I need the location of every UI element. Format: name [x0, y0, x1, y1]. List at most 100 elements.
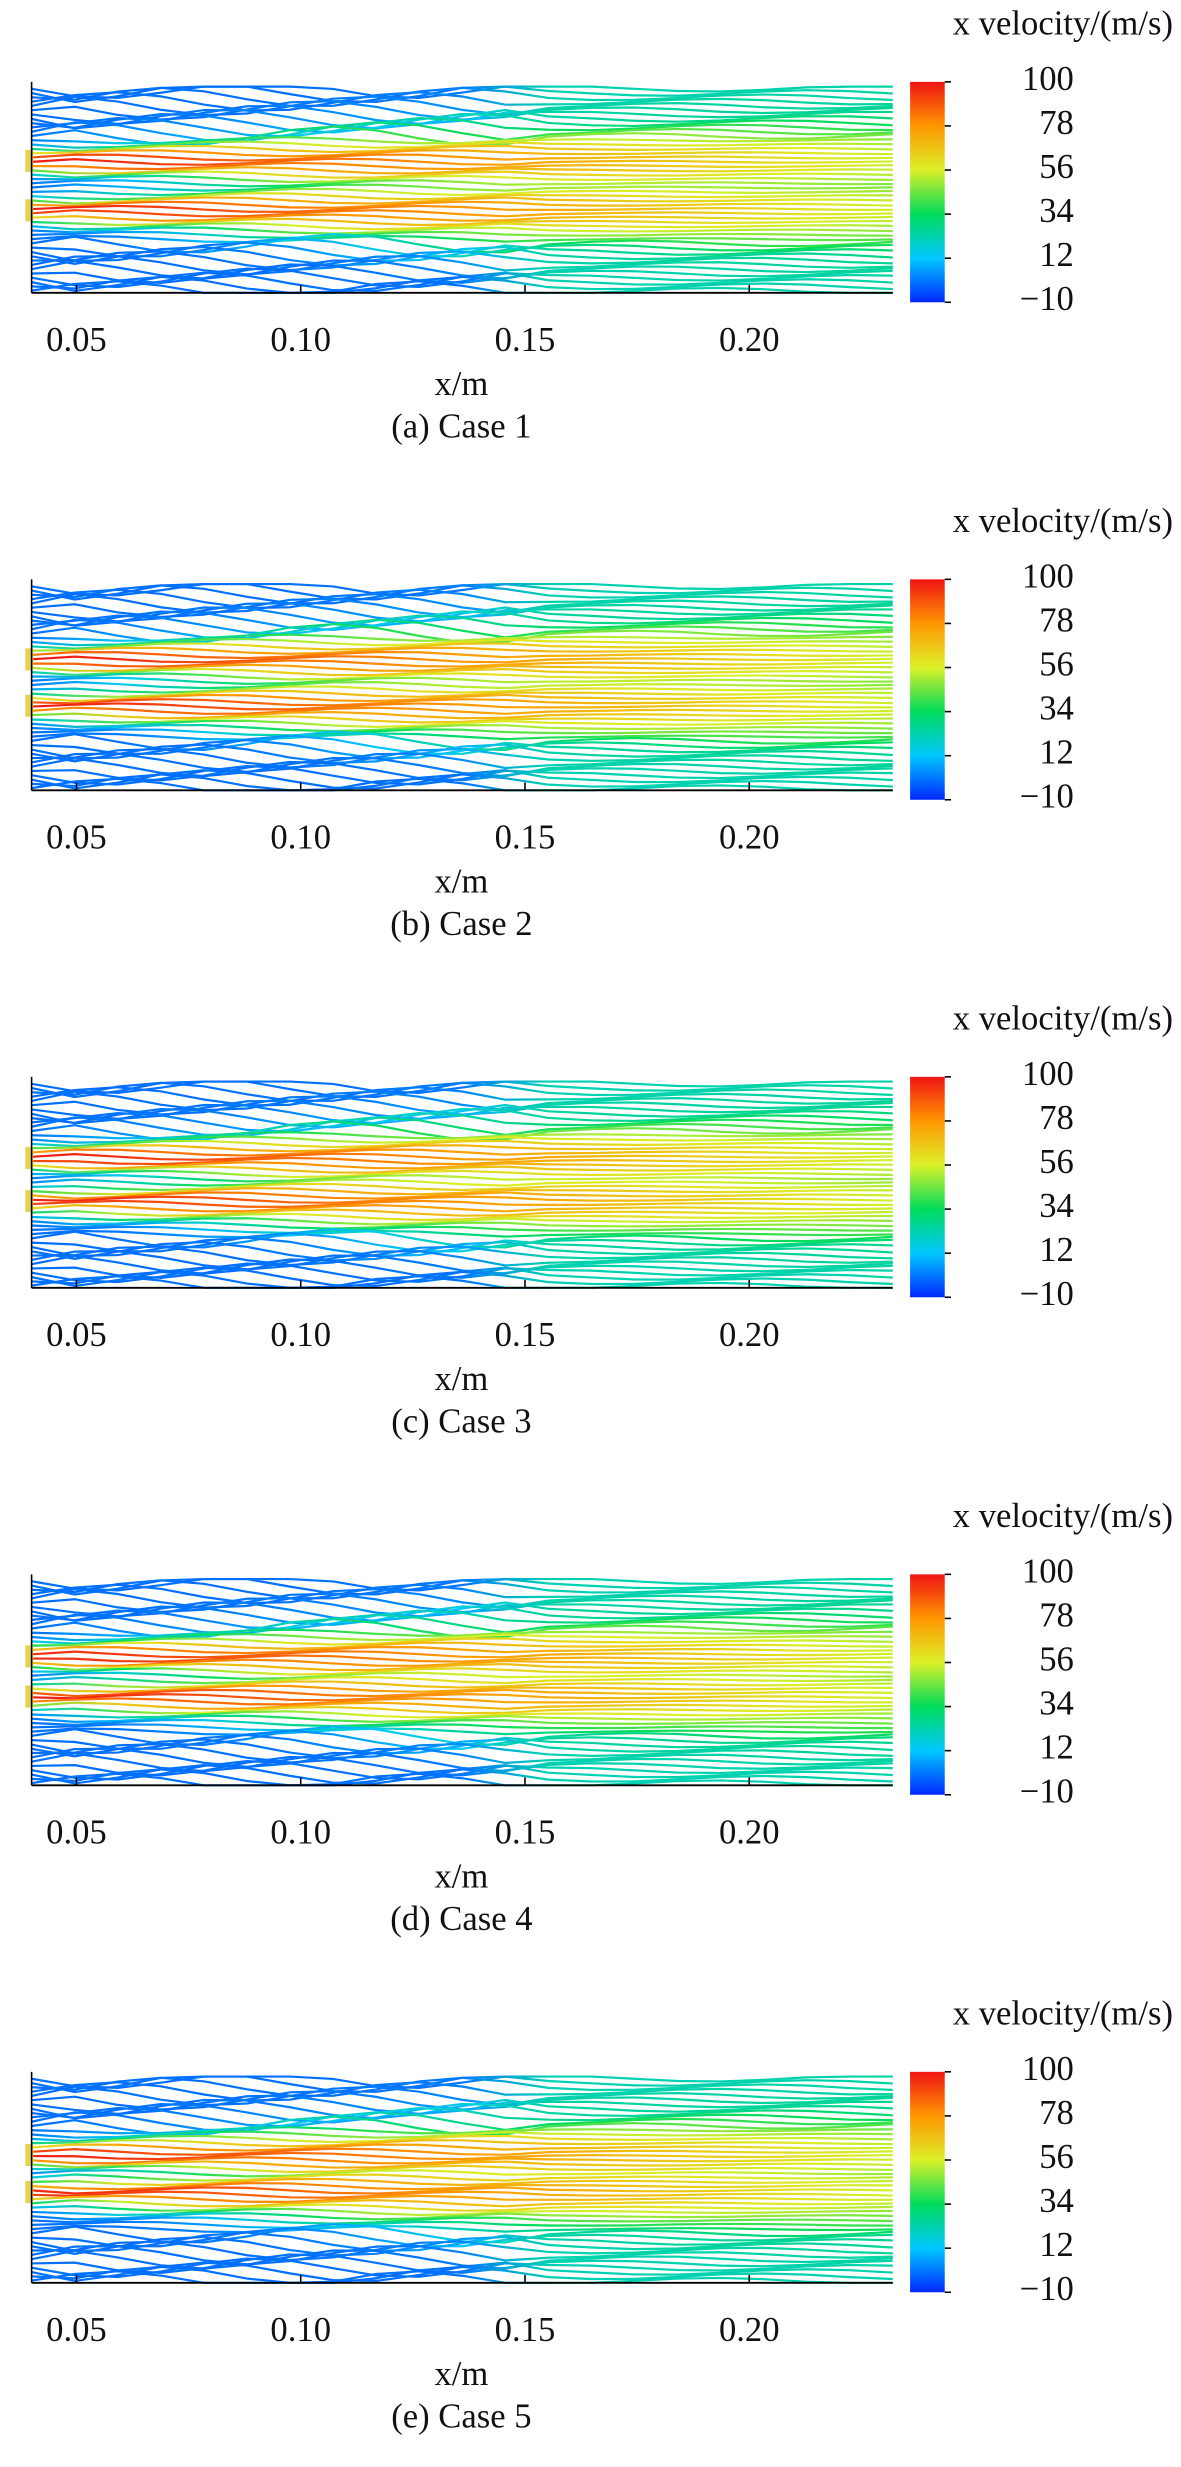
streamline	[31, 2160, 893, 2169]
colorbar	[910, 1076, 945, 1298]
colorbar-tick-label: 78	[1039, 601, 1074, 639]
inlet	[25, 1146, 34, 1169]
streamline	[31, 1738, 893, 1760]
colorbar-title: x velocity/(m/s)	[953, 1000, 1173, 1038]
streamline	[31, 2125, 893, 2135]
streamline	[31, 1086, 893, 1107]
streamline	[31, 2203, 893, 2212]
streamline	[31, 752, 893, 774]
streamline	[31, 2139, 893, 2148]
streamline	[31, 2151, 893, 2161]
colorbar-tick-label: 34	[1039, 1187, 1074, 1225]
streamline	[31, 275, 893, 294]
streamline	[31, 1667, 893, 1676]
streamline	[31, 174, 893, 184]
streamline	[31, 2169, 893, 2178]
colorbar-tick-label: 100	[1022, 2050, 1074, 2088]
streamline	[31, 149, 893, 158]
streamline	[31, 1258, 893, 1280]
streamline	[31, 2265, 893, 2284]
caption: (e) Case 5	[391, 2398, 531, 2436]
x-tick-label: 0.15	[495, 321, 556, 359]
streamline	[31, 642, 893, 651]
caption: (d) Case 4	[390, 1900, 532, 1938]
panel: x velocity/(m/s) 0.05 0.10 0.15 0.20 x/m (e) C…	[25, 1995, 1173, 2436]
streamline	[31, 1217, 893, 1226]
streamline	[31, 1688, 893, 1698]
streamline	[31, 1701, 893, 1710]
streamline	[31, 1221, 893, 1230]
streamline	[31, 1187, 893, 1196]
streamline	[31, 2156, 893, 2165]
x-axis-label: x/m	[434, 863, 488, 901]
streamline	[31, 760, 893, 782]
streamline	[31, 2075, 893, 2090]
streamline	[31, 706, 893, 715]
streamline	[31, 1675, 893, 1685]
streamline	[31, 196, 893, 205]
streamline	[31, 593, 893, 614]
streamline	[31, 2199, 893, 2208]
colorbar-tick-label: 56	[1039, 1640, 1074, 1678]
streamline	[31, 1148, 893, 1157]
streamline	[31, 2240, 893, 2262]
streamline	[31, 166, 893, 175]
x-axis-label: x/m	[434, 1858, 488, 1896]
streamline	[31, 1178, 893, 1187]
x-tick-label: 0.20	[719, 1316, 780, 1354]
streamline	[31, 255, 893, 276]
streamline	[31, 161, 893, 171]
streamline	[31, 1680, 893, 1689]
streamline	[31, 1650, 893, 1659]
streamline	[31, 743, 893, 765]
streamline	[31, 121, 893, 142]
streamline	[31, 1637, 893, 1646]
streamline	[31, 1081, 893, 1102]
streamline	[31, 1208, 893, 1217]
streamline	[31, 2147, 893, 2156]
streamline	[31, 1755, 893, 1777]
x-axis-label: x/m	[434, 1360, 488, 1398]
streamline	[31, 747, 893, 769]
streamline	[31, 1144, 893, 1153]
x-tick-label: 0.05	[46, 819, 107, 857]
inlet	[25, 648, 34, 671]
colorbar-tick-label: 100	[1022, 557, 1074, 595]
x-tick-label: 0.15	[495, 2311, 556, 2349]
streamline	[31, 200, 893, 209]
streamline	[31, 689, 893, 698]
streamline	[31, 2245, 893, 2266]
colorbar-tick-label: 100	[1022, 1552, 1074, 1590]
streamline	[31, 1742, 893, 1764]
streamline	[31, 1191, 893, 1200]
streamline	[31, 1135, 893, 1144]
x-tick-label: 0.05	[46, 321, 107, 359]
streamline	[31, 610, 893, 632]
streamline	[31, 222, 893, 231]
streamline	[31, 1747, 893, 1768]
panel: x velocity/(m/s) 0.05 0.10 0.15 0.20 x/m (c) C…	[25, 1000, 1173, 1441]
colorbar-tick-label: 78	[1039, 104, 1074, 142]
streamline	[31, 2173, 893, 2182]
streamline	[31, 659, 893, 668]
panel: x velocity/(m/s) 0.05 0.10 0.15 0.20 x/m (d) C…	[25, 1497, 1173, 1938]
streamline	[31, 86, 893, 107]
caption: (a) Case 1	[391, 408, 531, 446]
streamline	[31, 667, 893, 677]
streamline	[31, 179, 893, 188]
streamline	[31, 1583, 893, 1605]
colorbar-tick-label: 78	[1039, 1596, 1074, 1634]
colorbar	[910, 2071, 945, 2293]
streamline	[31, 738, 893, 760]
streamline	[31, 144, 893, 154]
streamline	[31, 157, 893, 166]
streamline	[31, 91, 893, 112]
streamline	[31, 724, 893, 733]
panel: x velocity/(m/s) 0.05 0.10 0.15 0.20 x/m (a) C…	[25, 5, 1173, 446]
streamline	[31, 263, 893, 285]
streamline	[31, 1628, 893, 1637]
x-tick-label: 0.10	[270, 1316, 331, 1354]
streamline	[31, 187, 893, 197]
